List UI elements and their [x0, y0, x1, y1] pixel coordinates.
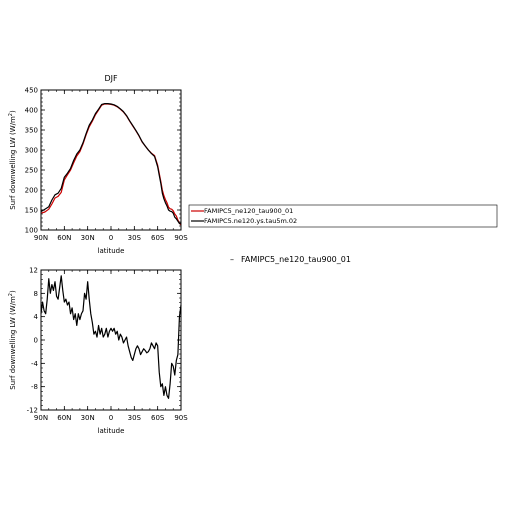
top-panel-y-tick-label: 250: [25, 167, 38, 175]
top-panel-y-tick-label: 450: [25, 87, 38, 95]
bottom-panel: -12 -8 -4 0 4 8 12 90N 60N 30N 0 30S 60S 90S latitud…: [8, 267, 188, 436]
top-panel-series-1-line: [40, 103, 182, 226]
top-panel-y-tick-label: 350: [25, 127, 38, 135]
top-panel-y-tick-label: 400: [25, 107, 38, 115]
bottom-panel-x-ticks: 90N 60N 30N 0 30S 60S 90S: [34, 270, 188, 422]
top-panel-x-tick-label: 60N: [57, 234, 71, 242]
bottom-panel-y-tick-label: -8: [31, 383, 38, 391]
bottom-panel-y-tick-label: 0: [34, 337, 38, 345]
top-panel-x-tick-label: 60S: [151, 234, 165, 242]
top-panel-x-tick-label: 30S: [128, 234, 142, 242]
bottom-panel-lines: [40, 275, 182, 399]
legend-label-series-2: FAMIPC5.ne120.ys.tau5m.02: [204, 217, 297, 225]
bottom-panel-y-axis-label: Surf downwelling LW (W/m2): [8, 290, 17, 390]
top-panel-x-tick-label: 30N: [81, 234, 95, 242]
bottom-legend-label: FAMIPC5_ne120_tau900_01: [241, 255, 351, 264]
legend-label-series-1: FAMIPC5_ne120_tau900_01: [204, 207, 293, 215]
top-panel-y-tick-label: 200: [25, 187, 38, 195]
bottom-panel-y-ticks: -12 -8 -4 0 4 8 12: [27, 267, 181, 415]
top-panel-title: DJF: [104, 74, 118, 83]
top-panel-lines: [40, 102, 182, 226]
top-panel-y-axis-label: Surf downwelling LW (W/m2): [8, 110, 17, 210]
top-panel-y-ticks: 100 150 200 250 300 350 400 450: [25, 87, 181, 235]
legend-box: [188, 204, 498, 228]
bottom-panel-y-tick-label: 12: [29, 267, 38, 275]
top-panel-series-2-line: [40, 102, 182, 225]
top-panel-y-tick-label: 150: [25, 207, 38, 215]
bottom-panel-series-1-line: [40, 275, 182, 399]
bottom-panel-x-tick-label: 30S: [128, 414, 142, 422]
bottom-panel-x-tick-label: 60S: [151, 414, 165, 422]
top-panel-y-tick-label: 300: [25, 147, 38, 155]
bottom-panel-x-axis-label: latitude: [98, 427, 125, 435]
bottom-panel-x-tick-label: 60N: [57, 414, 71, 422]
top-panel-x-tick-label: 90N: [34, 234, 48, 242]
top-panel: DJF 100 150 200 250 300 350 400 450 90N 60N 30N 0 3…: [8, 74, 188, 255]
top-panel-legend: FAMIPC5_ne120_tau900_01 FAMIPC5.ne120.ys…: [188, 204, 498, 228]
bottom-panel-frame: [40, 269, 182, 411]
bottom-panel-y-tick-label: -4: [31, 360, 39, 368]
top-panel-x-axis-label: latitude: [98, 247, 125, 255]
bottom-panel-y-tick-label: -12: [27, 407, 38, 415]
bottom-panel-y-tick-label: 8: [34, 290, 38, 298]
bottom-panel-x-tick-label: 0: [109, 414, 113, 422]
bottom-panel-legend: – FAMIPC5_ne120_tau900_01: [230, 255, 351, 264]
bottom-panel-x-tick-label: 90N: [34, 414, 48, 422]
top-panel-x-tick-label: 0: [109, 234, 113, 242]
bottom-panel-x-tick-label: 30N: [81, 414, 95, 422]
top-panel-frame: [40, 89, 182, 231]
top-panel-x-ticks: 90N 60N 30N 0 30S 60S 90S: [34, 90, 188, 242]
bottom-panel-x-tick-label: 90S: [174, 414, 188, 422]
top-panel-x-tick-label: 90S: [174, 234, 188, 242]
top-panel-y-tick-label: 100: [25, 227, 38, 235]
bottom-legend-marker: –: [230, 255, 234, 264]
bottom-panel-y-tick-label: 4: [34, 313, 39, 321]
